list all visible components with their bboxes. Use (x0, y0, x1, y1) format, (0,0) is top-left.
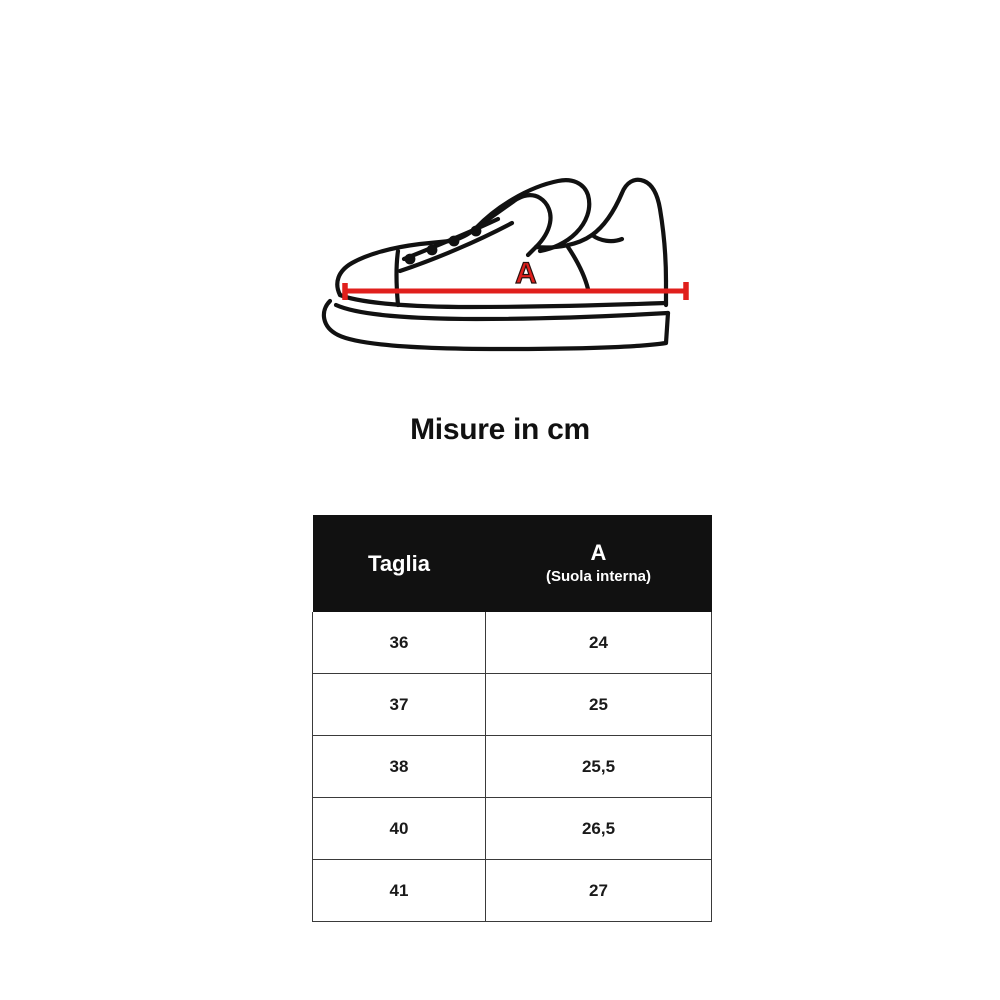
tongue-outline (473, 178, 592, 254)
header-cell-a: A (Suola interna) (485, 515, 712, 612)
eyelets-group (404, 225, 482, 265)
toe-cap-seam (394, 248, 401, 308)
header-cell-taglia: Taglia (312, 515, 486, 612)
page-title: Misure in cm (410, 413, 590, 446)
sneaker-diagram: A (300, 155, 710, 360)
eyelet-icon (448, 235, 460, 247)
cell-a: 25,5 (485, 735, 712, 798)
size-table-header: Taglia A (Suola interna) (312, 515, 712, 612)
table-row: 40 26,5 (312, 797, 712, 860)
measurement-line-group (342, 282, 689, 300)
cell-size: 38 (312, 735, 486, 798)
heel-collar-outline (533, 177, 669, 284)
cell-a: 26,5 (485, 797, 712, 860)
cell-size: 41 (312, 859, 486, 922)
cell-size: 37 (312, 673, 486, 736)
cell-size: 40 (312, 797, 486, 860)
table-row: 38 25,5 (312, 735, 712, 798)
eyelet-icon (426, 244, 438, 256)
header-row: Taglia A (Suola interna) (312, 515, 712, 612)
vamp-line (397, 220, 515, 274)
cell-a: 25 (485, 673, 712, 736)
cell-a: 27 (485, 859, 712, 922)
size-table-body: 36 24 37 25 38 25,5 40 26,5 41 27 (312, 612, 712, 922)
collar-notch (589, 232, 625, 244)
header-sublabel-suola-interna: (Suola interna) (545, 568, 651, 586)
header-label-taglia: Taglia (368, 550, 430, 576)
midsole-top-line (337, 292, 669, 310)
eyelet-icon (404, 253, 416, 265)
cell-size: 36 (312, 612, 486, 674)
header-label-a: A (590, 540, 607, 566)
table-row: 41 27 (312, 859, 712, 922)
eyelet-icon (470, 225, 482, 237)
measurement-label-a: A (515, 257, 537, 290)
size-table: Taglia A (Suola interna) 36 24 37 25 (312, 515, 712, 922)
outsole-outline (321, 298, 671, 352)
cell-a: 24 (485, 612, 712, 674)
table-row: 36 24 (312, 612, 712, 674)
size-table-container: Taglia A (Suola interna) 36 24 37 25 (312, 515, 712, 922)
table-row: 37 25 (312, 673, 712, 736)
midsole-stripe (333, 302, 671, 322)
quarter-seam (565, 244, 591, 292)
sneaker-illustration-svg: A (321, 177, 689, 352)
shoe-outline-group (321, 177, 671, 352)
